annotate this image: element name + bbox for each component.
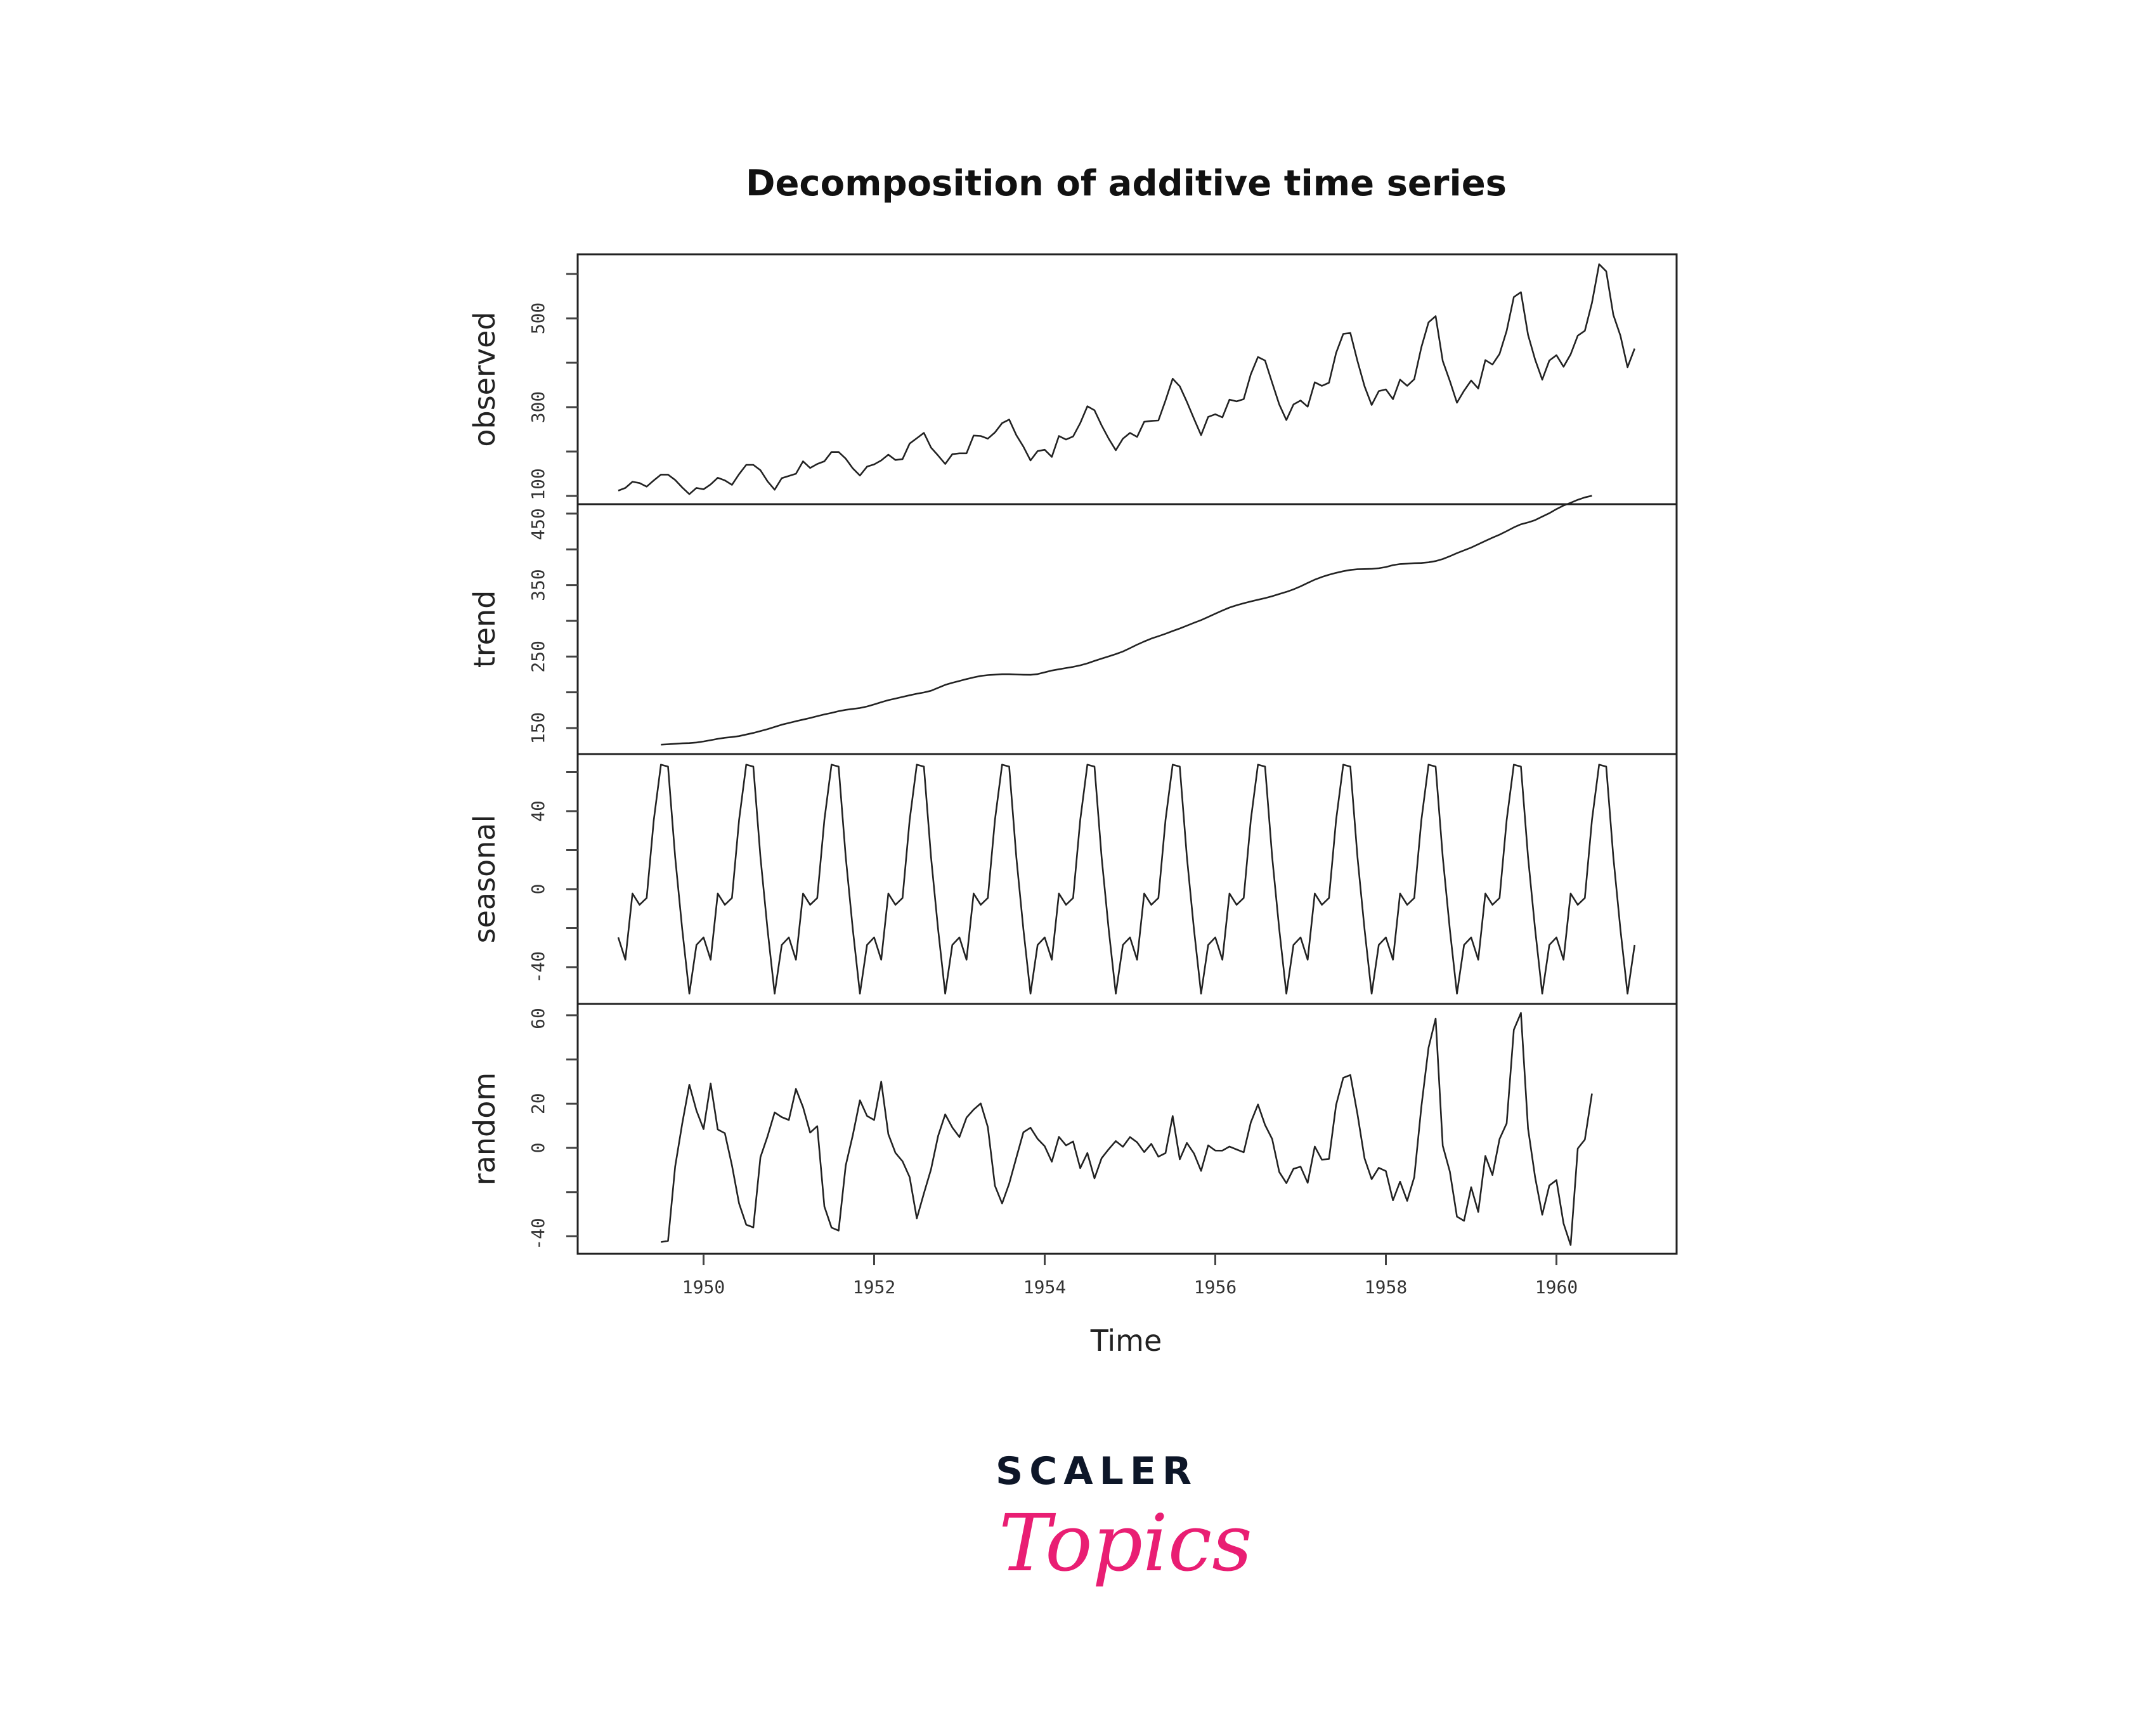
x-tick-label: 1956 — [1194, 1277, 1237, 1298]
y-tick-label-seasonal: -40 — [528, 951, 549, 984]
y-tick-label-observed: 300 — [528, 391, 549, 424]
x-tick-label: 1960 — [1535, 1277, 1578, 1298]
y-tick-label-seasonal: 0 — [528, 884, 549, 895]
y-tick-label-trend: 250 — [528, 641, 549, 673]
panel-label-seasonal: seasonal — [467, 815, 502, 944]
x-axis-label: Time — [1090, 1324, 1162, 1358]
chart-title: Decomposition of additive time series — [746, 163, 1507, 204]
y-tick-label-trend: 450 — [528, 508, 549, 540]
y-tick-label-random: 60 — [528, 1008, 549, 1029]
panel-frame-random — [576, 1003, 1678, 1255]
panel-label-random: random — [467, 1072, 502, 1185]
panel-frame-trend — [576, 503, 1678, 755]
panel-frame-observed — [576, 253, 1678, 505]
series-line-seasonal — [617, 764, 1636, 995]
series-line-observed — [618, 263, 1636, 495]
scaler-logo-text: SCALER — [996, 1449, 1198, 1494]
x-tick-label: 1952 — [853, 1277, 895, 1298]
x-tick-label: 1958 — [1365, 1277, 1407, 1298]
y-tick-label-seasonal: 40 — [528, 800, 549, 822]
y-tick-label-observed: 100 — [528, 468, 549, 500]
series-line-trend — [661, 495, 1592, 746]
y-tick-label-random: 20 — [528, 1093, 549, 1114]
topics-logo-text: Topics — [999, 1498, 1252, 1589]
y-tick-label-trend: 350 — [528, 569, 549, 601]
x-tick-label: 1954 — [1023, 1277, 1066, 1298]
y-tick-label-trend: 150 — [528, 712, 549, 745]
y-tick-label-random: 0 — [528, 1143, 549, 1154]
series-line-random — [661, 1012, 1593, 1246]
panel-label-trend: trend — [467, 590, 502, 668]
panel-label-observed: observed — [467, 311, 502, 446]
y-tick-label-observed: 500 — [528, 303, 549, 335]
y-tick-label-random: -40 — [528, 1218, 549, 1250]
x-tick-label: 1950 — [682, 1277, 725, 1298]
